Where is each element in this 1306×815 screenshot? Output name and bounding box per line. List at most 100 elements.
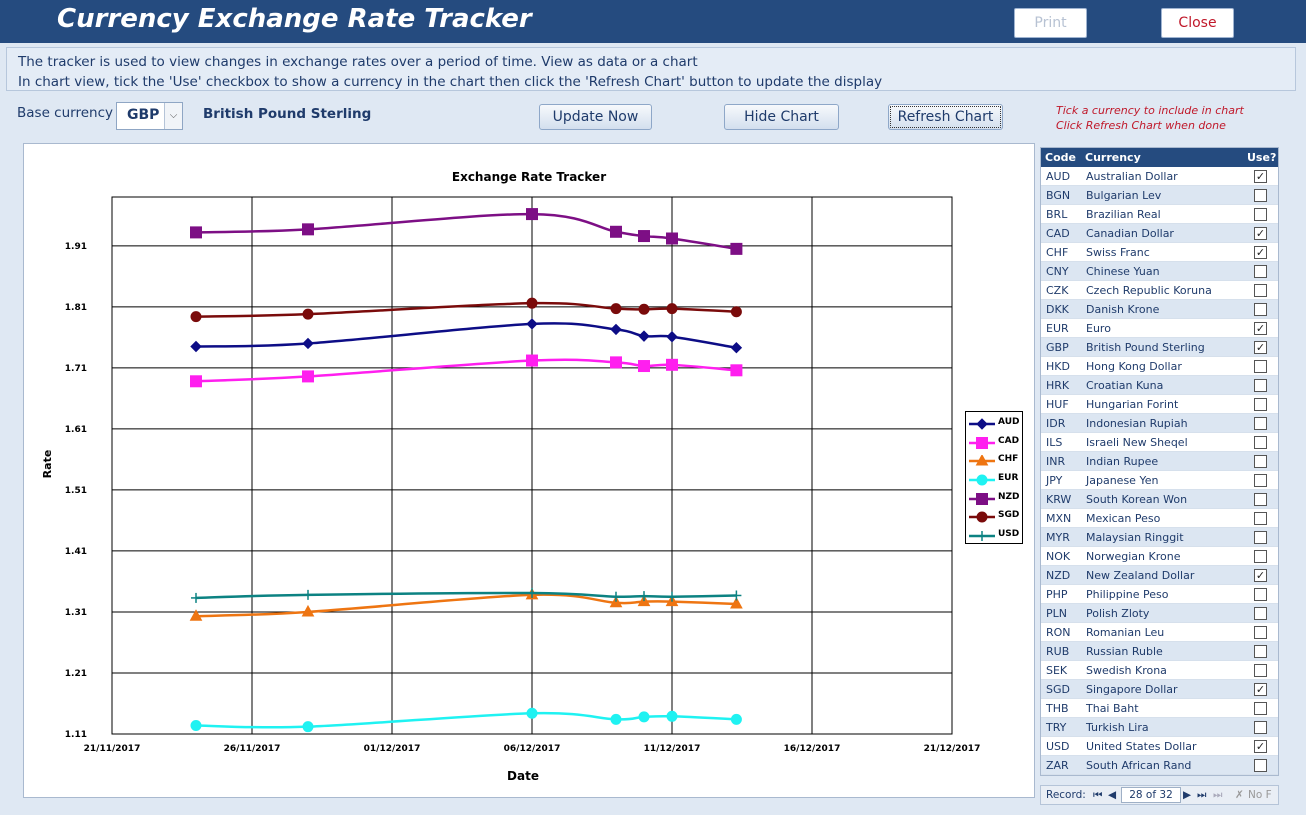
- table-row[interactable]: NOK Norwegian Krone: [1041, 547, 1278, 566]
- use-checkbox[interactable]: [1254, 702, 1267, 715]
- y-tick-label: 1.91: [65, 242, 87, 252]
- use-checkbox[interactable]: [1254, 455, 1267, 468]
- base-currency-select[interactable]: GBP ⌵: [116, 102, 183, 130]
- use-checkbox[interactable]: [1254, 436, 1267, 449]
- currency-code: DKK: [1046, 303, 1069, 316]
- use-checkbox[interactable]: [1254, 512, 1267, 525]
- use-checkbox[interactable]: ✓: [1254, 170, 1267, 183]
- use-checkbox[interactable]: [1254, 474, 1267, 487]
- table-row[interactable]: MXN Mexican Peso: [1041, 509, 1278, 528]
- use-checkbox[interactable]: ✓: [1254, 569, 1267, 582]
- use-checkbox[interactable]: [1254, 379, 1267, 392]
- filter-icon[interactable]: ✗: [1235, 789, 1244, 801]
- currency-code: IDR: [1046, 417, 1066, 430]
- use-checkbox[interactable]: [1254, 208, 1267, 221]
- chevron-down-icon[interactable]: ⌵: [164, 103, 182, 129]
- use-checkbox[interactable]: ✓: [1254, 227, 1267, 240]
- use-checkbox[interactable]: [1254, 721, 1267, 734]
- table-row[interactable]: THB Thai Baht: [1041, 699, 1278, 718]
- table-row[interactable]: TRY Turkish Lira: [1041, 718, 1278, 737]
- currency-code: ILS: [1046, 436, 1063, 449]
- print-button[interactable]: Print: [1014, 8, 1087, 38]
- refresh-chart-button[interactable]: Refresh Chart: [888, 104, 1003, 130]
- prev-record-icon[interactable]: ◀: [1108, 789, 1117, 801]
- use-checkbox[interactable]: [1254, 493, 1267, 506]
- table-row[interactable]: IDR Indonesian Rupiah: [1041, 414, 1278, 433]
- use-checkbox[interactable]: [1254, 360, 1267, 373]
- data-point-eur: [730, 713, 742, 725]
- currency-code: INR: [1046, 455, 1066, 468]
- legend-item-aud: AUD: [966, 415, 1022, 434]
- record-position-input[interactable]: 28 of 32: [1121, 787, 1181, 803]
- table-row[interactable]: MYR Malaysian Ringgit: [1041, 528, 1278, 547]
- currency-name: Czech Republic Koruna: [1086, 284, 1212, 297]
- series-eur: [190, 707, 742, 733]
- currency-code: CAD: [1046, 227, 1070, 240]
- use-checkbox[interactable]: [1254, 265, 1267, 278]
- table-row[interactable]: KRW South Korean Won: [1041, 490, 1278, 509]
- table-row[interactable]: EUR Euro ✓: [1041, 319, 1278, 338]
- table-row[interactable]: ILS Israeli New Sheqel: [1041, 433, 1278, 452]
- data-point-nzd: [526, 208, 538, 221]
- legend-swatch: [969, 436, 995, 449]
- use-checkbox[interactable]: ✓: [1254, 246, 1267, 259]
- table-row[interactable]: HKD Hong Kong Dollar: [1041, 357, 1278, 376]
- use-checkbox[interactable]: ✓: [1254, 740, 1267, 753]
- table-row[interactable]: CAD Canadian Dollar ✓: [1041, 224, 1278, 243]
- table-row[interactable]: JPY Japanese Yen: [1041, 471, 1278, 490]
- table-row[interactable]: USD United States Dollar ✓: [1041, 737, 1278, 756]
- table-row[interactable]: HUF Hungarian Forint: [1041, 395, 1278, 414]
- use-checkbox[interactable]: [1254, 284, 1267, 297]
- table-row[interactable]: ZAR South African Rand: [1041, 756, 1278, 775]
- use-checkbox[interactable]: [1254, 417, 1267, 430]
- use-checkbox[interactable]: [1254, 550, 1267, 563]
- use-checkbox[interactable]: ✓: [1254, 322, 1267, 335]
- use-checkbox[interactable]: [1254, 303, 1267, 316]
- data-point-nzd: [610, 225, 622, 238]
- exchange-rate-chart: 1.11 1.21 1.31 1.41 1.51 1.61 1.71 1.81 1.91 21/1…: [41, 170, 980, 783]
- use-checkbox[interactable]: [1254, 664, 1267, 677]
- use-checkbox[interactable]: [1254, 189, 1267, 202]
- table-row[interactable]: INR Indian Rupee: [1041, 452, 1278, 471]
- table-row[interactable]: SEK Swedish Krona: [1041, 661, 1278, 680]
- use-checkbox[interactable]: ✓: [1254, 683, 1267, 696]
- currency-code: GBP: [1046, 341, 1069, 354]
- use-checkbox[interactable]: [1254, 607, 1267, 620]
- use-checkbox[interactable]: [1254, 645, 1267, 658]
- table-row[interactable]: BRL Brazilian Real: [1041, 205, 1278, 224]
- table-row[interactable]: SGD Singapore Dollar ✓: [1041, 680, 1278, 699]
- table-row[interactable]: PHP Philippine Peso: [1041, 585, 1278, 604]
- table-row[interactable]: CHF Swiss Franc ✓: [1041, 243, 1278, 262]
- legend-item-chf: CHF: [966, 452, 1022, 471]
- x-tick-label: 16/12/2017: [784, 744, 841, 754]
- list-header: Code Currency Use?: [1041, 148, 1278, 167]
- update-now-button[interactable]: Update Now: [539, 104, 652, 130]
- use-checkbox[interactable]: [1254, 626, 1267, 639]
- table-row[interactable]: NZD New Zealand Dollar ✓: [1041, 566, 1278, 585]
- use-checkbox[interactable]: [1254, 531, 1267, 544]
- new-record-icon[interactable]: ⏭: [1213, 789, 1223, 801]
- table-row[interactable]: AUD Australian Dollar ✓: [1041, 167, 1278, 186]
- first-record-icon[interactable]: ⏮: [1093, 789, 1103, 801]
- table-row[interactable]: DKK Danish Krone: [1041, 300, 1278, 319]
- use-checkbox[interactable]: [1254, 759, 1267, 772]
- table-row[interactable]: HRK Croatian Kuna: [1041, 376, 1278, 395]
- next-record-icon[interactable]: ▶: [1183, 789, 1192, 801]
- currency-name: Brazilian Real: [1086, 208, 1161, 221]
- series-aud: [190, 318, 743, 354]
- close-button[interactable]: Close: [1161, 8, 1234, 38]
- table-row[interactable]: RON Romanian Leu: [1041, 623, 1278, 642]
- table-row[interactable]: CNY Chinese Yuan: [1041, 262, 1278, 281]
- table-row[interactable]: BGN Bulgarian Lev: [1041, 186, 1278, 205]
- use-checkbox[interactable]: [1254, 398, 1267, 411]
- use-checkbox[interactable]: ✓: [1254, 341, 1267, 354]
- currency-name: Chinese Yuan: [1086, 265, 1160, 278]
- hide-chart-button[interactable]: Hide Chart: [724, 104, 839, 130]
- last-record-icon[interactable]: ⏭: [1197, 789, 1207, 801]
- table-row[interactable]: CZK Czech Republic Koruna: [1041, 281, 1278, 300]
- table-row[interactable]: RUB Russian Ruble: [1041, 642, 1278, 661]
- table-row[interactable]: GBP British Pound Sterling ✓: [1041, 338, 1278, 357]
- table-row[interactable]: PLN Polish Zloty: [1041, 604, 1278, 623]
- use-checkbox[interactable]: [1254, 588, 1267, 601]
- currency-name: Romanian Leu: [1086, 626, 1165, 639]
